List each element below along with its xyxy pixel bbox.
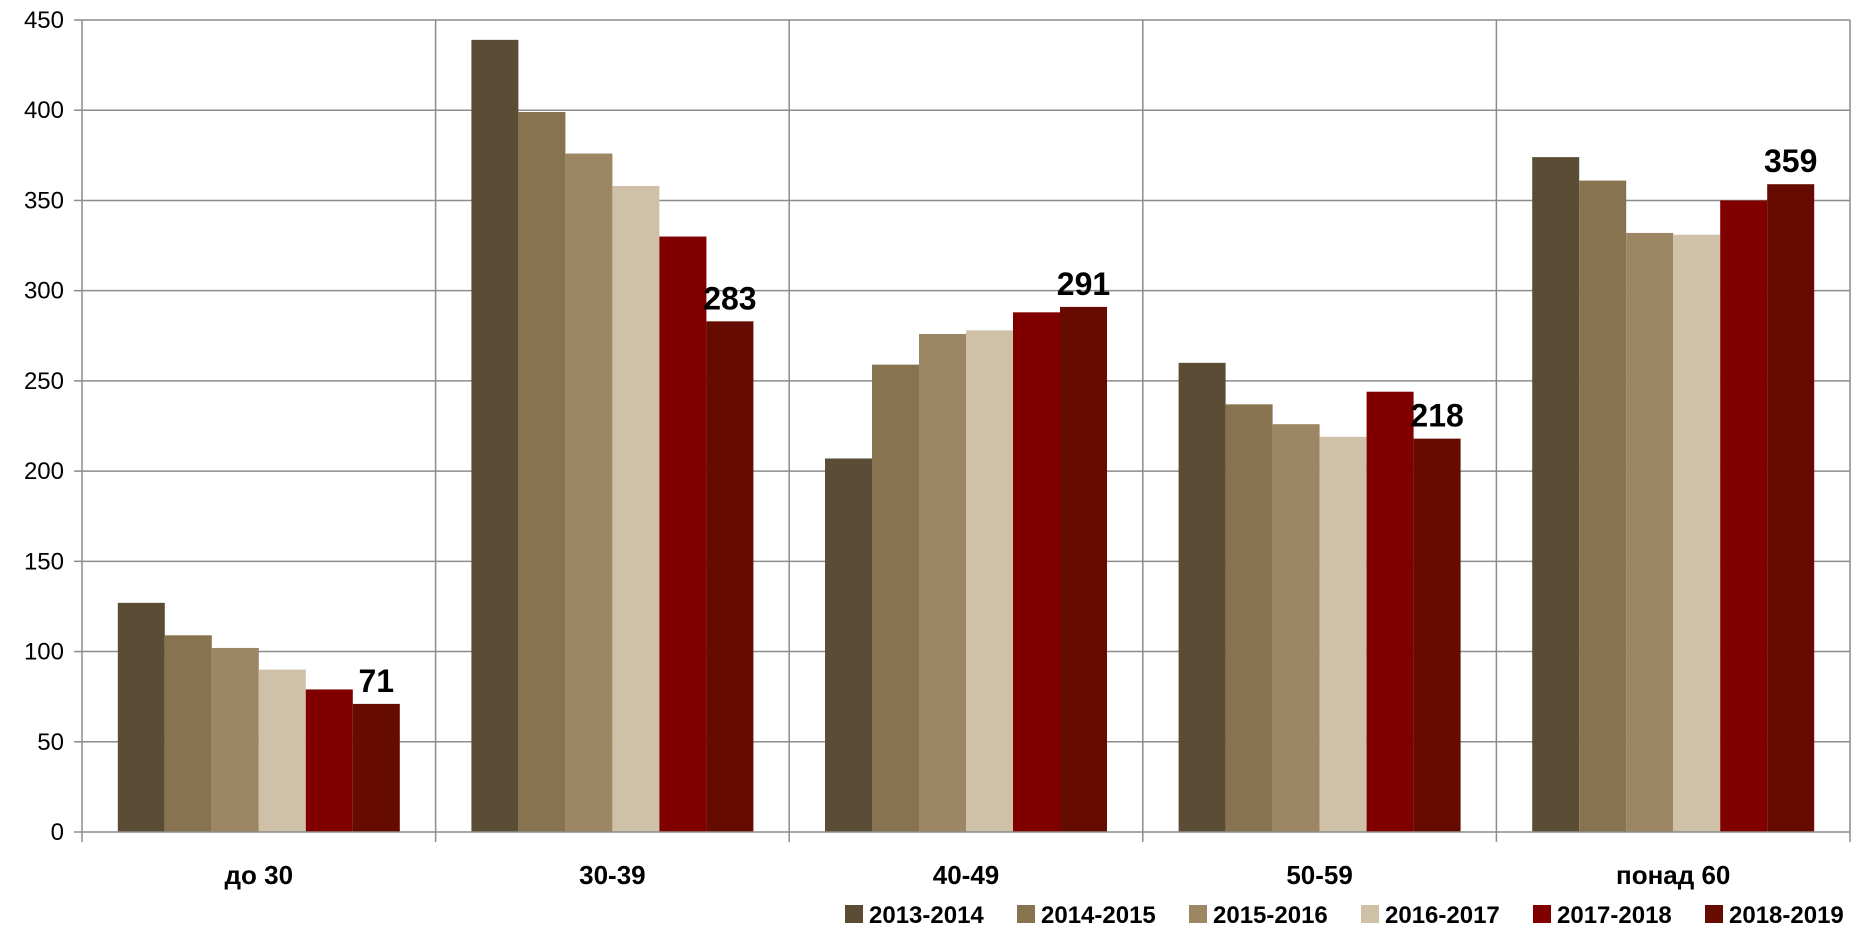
data-label: 218 (1410, 398, 1463, 434)
axes: 0 50 100 150 200 250 300 350 400 450 до 30 30-39 40-… (24, 7, 1851, 890)
y-tick-label: 200 (24, 458, 64, 485)
y-tick-label: 50 (37, 729, 64, 756)
bar (612, 186, 660, 832)
y-tick-label: 300 (24, 278, 64, 305)
y-tick-label: 400 (24, 97, 64, 124)
bar (966, 330, 1013, 832)
data-label: 359 (1764, 143, 1817, 179)
bar (919, 333, 966, 832)
data-label: 71 (359, 663, 395, 699)
legend-label: 2018-2019 (1729, 902, 1844, 929)
bar (1532, 157, 1580, 833)
legend-swatch (845, 905, 863, 923)
bar (1673, 234, 1721, 832)
legend-swatch (1533, 905, 1551, 923)
x-category-label: понад 60 (1616, 860, 1730, 890)
bar (1272, 424, 1320, 832)
bar (1413, 438, 1461, 832)
bar (1626, 232, 1674, 832)
bar (117, 602, 165, 832)
bar (164, 635, 212, 832)
y-tick-label: 250 (24, 368, 64, 395)
bar (1720, 200, 1768, 832)
bar (565, 153, 613, 833)
bar (352, 703, 400, 832)
bar (258, 669, 306, 832)
legend-label: 2013-2014 (869, 902, 984, 929)
x-category-label: 30-39 (579, 860, 646, 890)
x-category-label: 50-59 (1286, 860, 1353, 890)
legend-swatch (1361, 905, 1379, 923)
bar (1225, 404, 1273, 832)
y-tick-label: 100 (24, 639, 64, 666)
data-label: 283 (703, 280, 756, 316)
y-tick-label: 150 (24, 548, 64, 575)
legend: 2013-2014 2014-2015 2015-2016 2016-2017 2017… (845, 902, 1844, 929)
y-tick-label: 450 (24, 7, 64, 34)
legend-label: 2014-2015 (1041, 902, 1156, 929)
legend-swatch (1189, 905, 1207, 923)
bar (471, 39, 519, 833)
legend-label: 2015-2016 (1213, 902, 1328, 929)
legend-swatch (1705, 905, 1723, 923)
bar (1767, 184, 1815, 832)
data-labels: 71 283 291 218 359 (359, 143, 1818, 699)
legend-swatch (1017, 905, 1035, 923)
bar (706, 321, 754, 832)
bar (659, 236, 707, 833)
bar (211, 647, 259, 832)
bar (1579, 180, 1627, 832)
bar (872, 364, 919, 832)
bar (825, 458, 872, 832)
legend-label: 2017-2018 (1557, 902, 1672, 929)
bar (305, 689, 353, 832)
bar (1366, 391, 1414, 832)
legend-label: 2016-2017 (1385, 902, 1500, 929)
bar (1319, 436, 1367, 832)
data-label: 291 (1057, 266, 1110, 302)
bars (117, 39, 1815, 833)
bar (1178, 362, 1226, 832)
x-category-label: до 30 (225, 860, 294, 890)
y-tick-label: 0 (51, 819, 64, 846)
bar (1060, 306, 1107, 832)
y-tick-label: 350 (24, 187, 64, 214)
bar (1013, 312, 1060, 832)
bar (518, 112, 566, 832)
x-category-label: 40-49 (933, 860, 1000, 890)
